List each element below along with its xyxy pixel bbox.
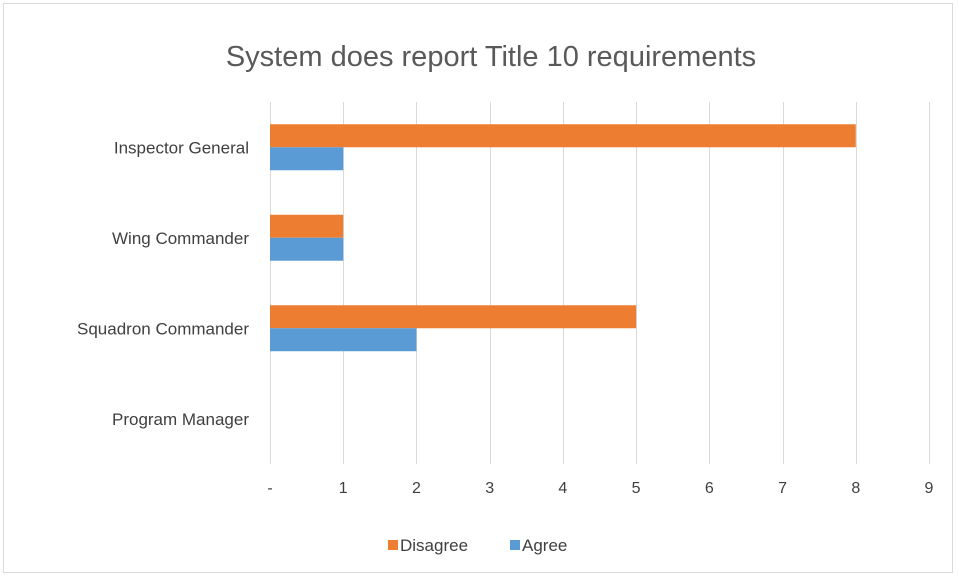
bar-disagree-squadron-commander — [270, 305, 637, 329]
bar-disagree-inspector-general — [270, 124, 856, 148]
x-tick-label: - — [267, 480, 272, 497]
x-tick-label: 9 — [925, 480, 934, 497]
legend-swatch-disagree — [388, 540, 398, 550]
legend-swatch-agree — [510, 540, 520, 550]
category-label: Wing Commander — [112, 229, 249, 248]
chart-title: System does report Title 10 requirements — [226, 41, 756, 73]
x-tick-label: 3 — [485, 480, 494, 497]
category-labels: Inspector General Wing Commander Squadron … — [77, 138, 249, 429]
gridlines — [270, 102, 930, 464]
category-label: Squadron Commander — [77, 319, 249, 338]
x-tick-label: 6 — [705, 480, 714, 497]
category-label: Inspector General — [114, 138, 249, 157]
bar-agree-inspector-general — [270, 147, 344, 171]
legend-label-disagree: Disagree — [400, 536, 468, 555]
x-tick-labels: - 1 2 3 4 5 6 7 8 9 — [267, 480, 933, 497]
legend-label-agree: Agree — [522, 536, 567, 555]
x-tick-label: 1 — [339, 480, 348, 497]
x-tick-label: 7 — [778, 480, 787, 497]
category-label: Program Manager — [112, 410, 249, 429]
x-tick-label: 5 — [632, 480, 641, 497]
bar-agree-squadron-commander — [270, 328, 417, 352]
x-tick-label: 2 — [412, 480, 421, 497]
x-tick-label: 8 — [851, 480, 860, 497]
x-tick-label: 4 — [558, 480, 567, 497]
bar-agree-wing-commander — [270, 237, 344, 261]
chart-svg: System does report Title 10 requirements… — [77, 41, 934, 555]
legend: Disagree Agree — [388, 536, 567, 555]
bar-disagree-wing-commander — [270, 214, 344, 238]
chart-area: System does report Title 10 requirements… — [3, 3, 953, 573]
bars — [270, 124, 856, 352]
